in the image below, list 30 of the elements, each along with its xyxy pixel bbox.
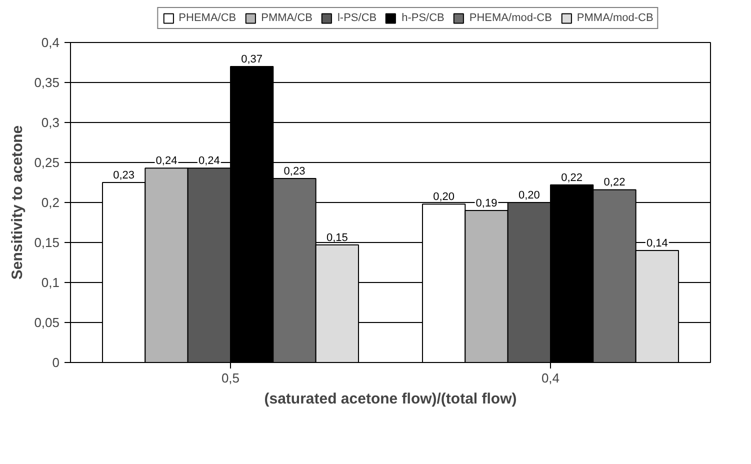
legend-label: l-PS/CB <box>337 12 377 24</box>
data-label: 0,15 <box>326 232 348 244</box>
legend-label: PHEMA/CB <box>178 12 236 24</box>
y-tick-label: 0,35 <box>34 75 60 90</box>
data-label: 0,14 <box>646 238 668 250</box>
data-label: 0,22 <box>604 176 626 189</box>
data-label: 0,20 <box>433 191 455 204</box>
y-tick-label: 0,2 <box>41 195 60 210</box>
data-label: 0,24 <box>198 155 220 168</box>
y-axis-title: Sensitivity to acetone <box>9 125 26 280</box>
data-label: 0,19 <box>476 198 498 210</box>
y-tick-label: 0,15 <box>34 235 60 250</box>
legend-label: PMMA/mod-CB <box>576 12 654 24</box>
y-tick-label: 0,25 <box>34 155 60 170</box>
data-label: 0,20 <box>518 190 540 202</box>
y-tick-label: 0,3 <box>41 115 60 130</box>
y-tick-label: 0 <box>52 355 60 370</box>
y-tick-label: 0,4 <box>41 35 60 50</box>
y-tick-label: 0,1 <box>41 275 60 290</box>
legend-label: PMMA/CB <box>261 12 312 24</box>
data-label: 0,24 <box>156 155 178 168</box>
x-axis-title: (saturated acetone flow)/(total flow) <box>264 390 517 408</box>
data-label: 0,23 <box>113 170 135 182</box>
y-tick-label: 0,05 <box>34 315 60 330</box>
legend-label: h-PS/CB <box>402 12 444 24</box>
data-label: 0,22 <box>561 172 583 184</box>
legend-label: PHEMA/mod-CB <box>469 12 552 24</box>
data-label: 0,23 <box>284 166 306 178</box>
x-tick-label: 0,5 <box>221 370 240 386</box>
data-label: 0,37 <box>241 54 263 66</box>
